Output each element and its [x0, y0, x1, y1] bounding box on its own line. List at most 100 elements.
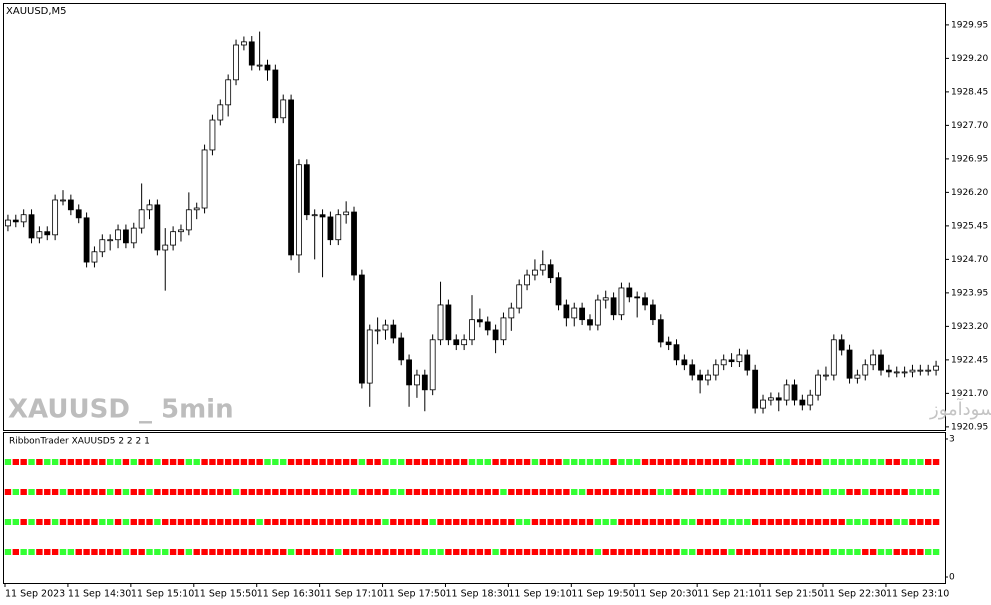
ribbon-cell — [799, 489, 806, 495]
ribbon-cell — [673, 519, 680, 525]
ribbon-cell — [413, 549, 421, 555]
ribbon-cell — [437, 549, 444, 555]
ribbon-cell — [272, 489, 279, 495]
candle-body — [107, 239, 114, 242]
ribbon-cell — [138, 519, 145, 525]
candle-body — [760, 399, 766, 409]
ribbon-cell — [925, 549, 932, 555]
ribbon-cell — [759, 519, 767, 525]
ribbon-cell — [264, 519, 271, 525]
y-tick-label: 1924.70 — [951, 255, 988, 265]
candle-body — [429, 339, 436, 391]
ribbon-cell — [846, 459, 853, 465]
candle-body — [335, 214, 342, 241]
ribbon-cell — [523, 489, 531, 495]
ribbon-cell — [689, 489, 696, 495]
ribbon-cell — [484, 489, 491, 495]
candle-body — [75, 209, 82, 219]
candle-body — [626, 287, 633, 298]
ribbon-cell — [673, 459, 680, 465]
candle-body — [783, 384, 790, 401]
ribbon-cell — [59, 519, 67, 525]
ribbon-cell — [114, 459, 122, 465]
ribbon-cell — [547, 489, 554, 495]
candle-body — [453, 339, 460, 346]
candle-body — [870, 354, 877, 366]
ribbon-cell — [877, 459, 885, 465]
candle-body — [492, 329, 499, 341]
ribbon-cell — [287, 489, 295, 495]
ribbon-cell — [571, 549, 578, 555]
ribbon-cell — [36, 459, 43, 465]
ribbon-cell — [460, 489, 468, 495]
ribbon-cell — [626, 549, 633, 555]
candle-body — [91, 251, 98, 263]
ribbon-cell — [720, 459, 727, 465]
ribbon-cell — [177, 519, 185, 525]
candle-body — [44, 231, 51, 236]
ribbon-cell — [807, 549, 814, 555]
ribbon-cell — [799, 459, 806, 465]
ribbon-cell — [925, 489, 932, 495]
ribbon-cell — [272, 519, 279, 525]
ribbon-cell — [429, 489, 436, 495]
ribbon-cell — [932, 489, 940, 495]
ribbon-cell — [578, 549, 586, 555]
ribbon-cell — [869, 519, 877, 525]
candle-body — [642, 297, 648, 306]
indicator-pane — [3, 432, 946, 584]
ribbon-cell — [909, 549, 916, 555]
candle-body — [421, 374, 428, 391]
ribbon-cell — [531, 519, 539, 525]
y-tick-label: 1925.45 — [951, 221, 988, 231]
y-tick-label: 1929.95 — [951, 20, 988, 30]
ribbon-cell — [626, 519, 633, 525]
candle-body — [555, 277, 562, 306]
ribbon-cell — [106, 489, 114, 495]
candle-body — [130, 227, 137, 244]
candle-body — [476, 319, 483, 323]
ribbon-cell — [413, 489, 421, 495]
ribbon-cell — [775, 489, 782, 495]
candle-body — [524, 274, 530, 286]
ribbon-cell — [67, 519, 75, 525]
ribbon-cell — [303, 459, 311, 465]
ribbon-cell — [862, 549, 869, 555]
ribbon-cell — [783, 549, 790, 555]
ribbon-cell — [563, 519, 570, 525]
y-tick-label: 1926.20 — [951, 188, 988, 198]
ribbon-cell — [390, 459, 397, 465]
ribbon-cell — [382, 489, 389, 495]
ribbon-cell — [712, 489, 720, 495]
ribbon-cell — [571, 459, 578, 465]
ribbon-cell — [169, 489, 177, 495]
ribbon-cell — [256, 519, 263, 525]
y-tick-label: 1920.95 — [951, 422, 988, 432]
candle-body — [248, 41, 255, 66]
ribbon-cell — [311, 459, 318, 465]
candle-body — [917, 369, 924, 372]
ribbon-cell — [814, 549, 822, 555]
ribbon-cell — [413, 459, 421, 465]
ribbon-cell — [36, 549, 43, 555]
candle-body — [712, 364, 719, 376]
candle-body — [398, 337, 405, 361]
ribbon-cell — [814, 459, 822, 465]
ribbon-cell — [767, 489, 775, 495]
ribbon-cell — [311, 549, 318, 555]
ribbon-cell — [681, 489, 688, 495]
ribbon-cell — [594, 459, 602, 465]
ribbon-cell — [280, 519, 287, 525]
ribbon-cell — [398, 549, 405, 555]
ribbon-cell — [264, 549, 271, 555]
candle-body — [823, 374, 829, 377]
ribbon-cell — [51, 459, 59, 465]
ribbon-cell — [130, 549, 137, 555]
ribbon-cell — [822, 549, 830, 555]
candle-body — [240, 41, 247, 46]
ribbon-cell — [224, 549, 232, 555]
ribbon-cell — [917, 459, 924, 465]
ribbon-cell — [366, 519, 373, 525]
ribbon-cell — [232, 519, 240, 525]
ribbon-cell — [767, 459, 775, 465]
